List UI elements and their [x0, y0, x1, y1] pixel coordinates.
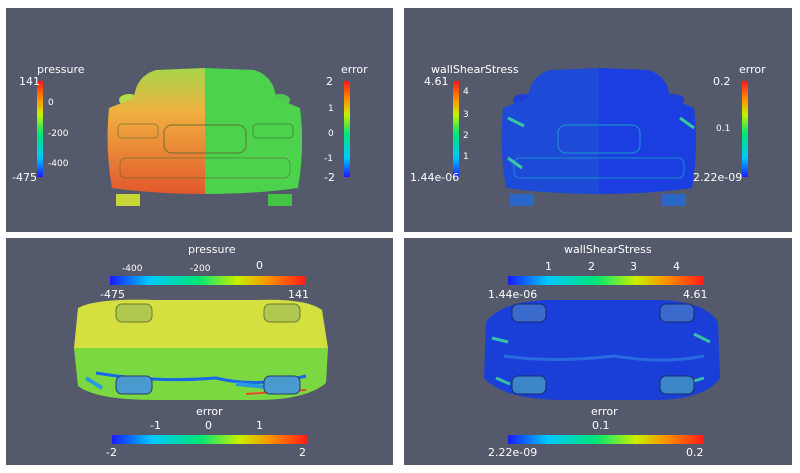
colorbar-title: pressure	[188, 243, 236, 256]
colorbar-title: wallShearStress	[431, 63, 519, 76]
bottom-wallshear-view[interactable]: wallShearStress 1 2 3 4 1.44e-06 4.61 er…	[404, 238, 792, 465]
colorbar-max: 2	[326, 75, 333, 88]
colorbar-min: -2	[106, 446, 117, 459]
colorbar-tick: 1	[256, 419, 263, 432]
bottom-pressure-view[interactable]: pressure -400 -200 0 -475 141 error -1 0…	[6, 238, 393, 465]
colorbar-tick: 0	[328, 129, 334, 139]
colorbar-tick: 0	[205, 419, 212, 432]
colorbar-tick: 0	[256, 259, 263, 272]
colorbar-min: -2	[324, 171, 335, 184]
colorbar-max: 141	[288, 288, 309, 301]
colorbar-title: error	[591, 405, 618, 418]
colorbar-tick: -200	[190, 264, 211, 274]
car-front-render-pressure	[37, 68, 350, 206]
colorbar-min: -475	[100, 288, 125, 301]
car-front-render-wallshear	[453, 68, 748, 206]
colorbar-min: 2.22e-09	[693, 171, 743, 184]
colorbar-title: error	[341, 63, 368, 76]
car-bottom-render-wallshear	[484, 276, 720, 444]
colorbar-tick: -1	[150, 419, 161, 432]
colorbar-tick: 4	[673, 260, 680, 273]
front-wallshear-view[interactable]: wallShearStress 4.61 4 3 2 1 1.44e-06 er…	[404, 8, 792, 232]
colorbar-max: 141	[19, 75, 40, 88]
front-pressure-view[interactable]: pressure 141 0 -200 -400 -475 error 2 1 …	[6, 8, 393, 232]
colorbar-tick: -400	[122, 264, 143, 274]
colorbar-tick: 0	[48, 98, 54, 108]
colorbar-title: error	[196, 405, 223, 418]
colorbar-tick: 1	[463, 152, 469, 162]
colorbar-tick: -400	[48, 159, 69, 169]
colorbar-title: wallShearStress	[564, 243, 652, 256]
colorbar-tick: 1	[328, 104, 334, 114]
colorbar-tick: 0.1	[716, 124, 731, 134]
colorbar-tick: -200	[48, 129, 69, 139]
colorbar-tick: 1	[545, 260, 552, 273]
colorbar-tick: 3	[630, 260, 637, 273]
colorbar-tick: 3	[463, 110, 469, 120]
colorbar-tick: 2	[588, 260, 595, 273]
colorbar-title: pressure	[37, 63, 85, 76]
colorbar-tick: -1	[324, 154, 333, 164]
car-bottom-render-pressure	[74, 276, 328, 444]
colorbar-tick: 2	[463, 131, 469, 141]
colorbar-min: 1.44e-06	[410, 171, 460, 184]
colorbar-tick: 4	[463, 87, 469, 97]
colorbar-title: error	[739, 63, 766, 76]
colorbar-max: 0.2	[713, 75, 731, 88]
colorbar-min: 2.22e-09	[488, 446, 538, 459]
colorbar-max: 0.2	[686, 446, 704, 459]
colorbar-min: -475	[12, 171, 37, 184]
colorbar-tick: 0.1	[592, 419, 610, 432]
colorbar-max: 4.61	[683, 288, 708, 301]
colorbar-min: 1.44e-06	[488, 288, 538, 301]
colorbar-max: 2	[299, 446, 306, 459]
colorbar-max: 4.61	[424, 75, 449, 88]
